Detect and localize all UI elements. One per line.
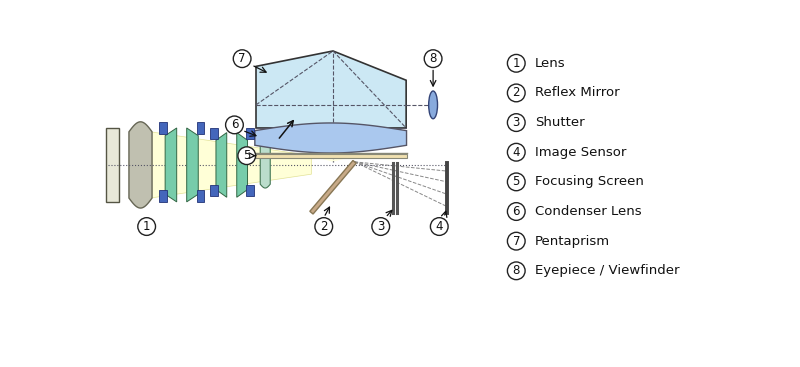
Bar <box>246 128 254 139</box>
Text: 4: 4 <box>513 146 520 159</box>
Polygon shape <box>150 132 311 198</box>
Circle shape <box>238 147 256 164</box>
Circle shape <box>138 218 155 235</box>
Text: 4: 4 <box>435 220 443 233</box>
Polygon shape <box>255 123 406 153</box>
Text: 8: 8 <box>430 52 437 65</box>
Circle shape <box>507 54 525 72</box>
Circle shape <box>507 114 525 131</box>
Bar <box>246 185 254 196</box>
Polygon shape <box>316 157 350 162</box>
Polygon shape <box>256 51 406 128</box>
Text: 6: 6 <box>513 205 520 218</box>
Text: Reflex Mirror: Reflex Mirror <box>534 87 619 99</box>
Text: Focusing Screen: Focusing Screen <box>534 175 644 188</box>
Text: 3: 3 <box>513 116 520 129</box>
Circle shape <box>226 116 243 134</box>
Circle shape <box>507 203 525 220</box>
Text: 5: 5 <box>243 149 250 162</box>
Text: Pentaprism: Pentaprism <box>534 235 610 248</box>
Circle shape <box>507 84 525 102</box>
Ellipse shape <box>429 91 438 119</box>
Text: Lens: Lens <box>534 57 566 70</box>
Text: 3: 3 <box>377 220 385 233</box>
Polygon shape <box>165 128 177 202</box>
Bar <box>159 122 166 134</box>
Polygon shape <box>310 160 356 214</box>
Circle shape <box>424 50 442 68</box>
Text: Shutter: Shutter <box>534 116 584 129</box>
Circle shape <box>507 232 525 250</box>
Circle shape <box>315 218 333 235</box>
Circle shape <box>234 50 251 68</box>
Text: 5: 5 <box>513 175 520 188</box>
Bar <box>197 122 205 134</box>
Text: Condenser Lens: Condenser Lens <box>534 205 642 218</box>
Text: 2: 2 <box>320 220 327 233</box>
Circle shape <box>507 262 525 280</box>
Bar <box>197 190 205 202</box>
Text: 2: 2 <box>513 87 520 99</box>
Circle shape <box>430 218 448 235</box>
Circle shape <box>372 218 390 235</box>
Text: 1: 1 <box>143 220 150 233</box>
Text: 7: 7 <box>238 52 246 65</box>
Text: Eyepiece / Viewfinder: Eyepiece / Viewfinder <box>534 264 679 277</box>
Text: Image Sensor: Image Sensor <box>534 146 626 159</box>
Bar <box>159 190 166 202</box>
Text: 8: 8 <box>513 264 520 277</box>
Bar <box>106 128 119 202</box>
Bar <box>210 185 218 196</box>
Bar <box>255 154 406 158</box>
Polygon shape <box>260 142 270 188</box>
Circle shape <box>507 173 525 191</box>
Polygon shape <box>129 122 152 208</box>
Text: 7: 7 <box>513 235 520 248</box>
Circle shape <box>507 143 525 161</box>
Polygon shape <box>216 132 226 197</box>
Text: 1: 1 <box>513 57 520 70</box>
Polygon shape <box>237 132 247 197</box>
Text: 6: 6 <box>230 119 238 131</box>
Polygon shape <box>186 128 198 202</box>
Bar <box>210 128 218 139</box>
